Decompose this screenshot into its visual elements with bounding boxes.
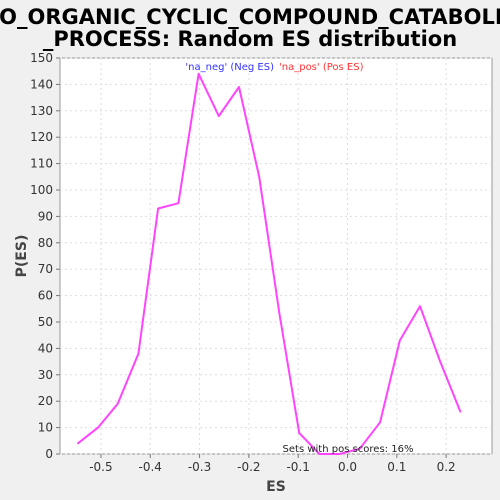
x-axis-ticks: -0.5 -0.4 -0.3 -0.2 -0.1 0.0 0.1 0.2 [89,454,456,474]
x-tick-label: 0.1 [387,460,406,474]
y-tick-label: 90 [38,209,53,223]
data-point [157,207,159,210]
data-point [177,202,180,204]
plot-area [59,57,493,455]
y-tick-label: 20 [38,394,53,408]
x-axis-label: ES [266,479,286,495]
x-tick-label: -0.1 [286,460,309,474]
y-tick-label: 120 [30,130,53,144]
x-tick-label: 0.0 [338,460,357,474]
y-tick-label: 40 [38,341,53,355]
data-point [77,442,79,445]
data-point [298,432,301,434]
data-point [197,73,200,75]
y-tick-label: 150 [30,51,53,65]
x-tick-label: -0.3 [188,460,211,474]
y-axis-ticks: 0 10 20 30 40 50 60 70 80 90 100 110 120 130 140 150 [30,51,60,461]
y-tick-label: 130 [30,104,53,118]
y-tick-label: 80 [38,236,53,250]
data-point [137,352,140,355]
data-point [419,305,421,308]
series-line-0 [77,72,462,455]
grid-lines [60,57,492,455]
y-tick-label: 140 [30,77,53,91]
y-axis-label: P(ES) [14,235,30,278]
y-tick-label: 70 [38,262,53,276]
data-point [338,453,341,455]
data-point [116,403,119,405]
y-tick-label: 10 [38,421,53,435]
y-tick-label: 0 [45,447,53,461]
data-point [399,339,401,342]
data-point [278,313,281,315]
y-tick-label: 30 [38,368,53,382]
x-tick-label: -0.4 [139,460,162,474]
y-tick-label: 100 [30,183,53,197]
data-point [238,86,240,88]
data-point [97,426,99,429]
legend-entry-pos: 'na_pos' (Pos ES) [279,62,364,73]
y-tick-label: 110 [30,157,53,171]
legend-entry-neg: 'na_neg' (Neg ES) [185,62,274,73]
chart-title-line-2: _PROCESS: Random ES distribution [43,27,457,51]
series-layer [77,72,462,455]
data-point [359,447,361,450]
data-point [258,176,261,178]
data-point [218,115,220,117]
data-point [439,360,442,363]
pos-scores-annotation: Sets with pos scores: 16% [283,444,414,455]
chart-title-line-1: GO_ORGANIC_CYCLIC_COMPOUND_CATABOLIC [0,5,500,29]
data-point [318,453,321,455]
x-tick-label: -0.2 [237,460,260,474]
x-tick-label: 0.2 [437,460,456,474]
data-point [459,411,462,413]
y-tick-label: 60 [38,289,53,303]
data-point [379,421,381,424]
x-tick-label: -0.5 [89,460,112,474]
y-tick-label: 50 [38,315,53,329]
